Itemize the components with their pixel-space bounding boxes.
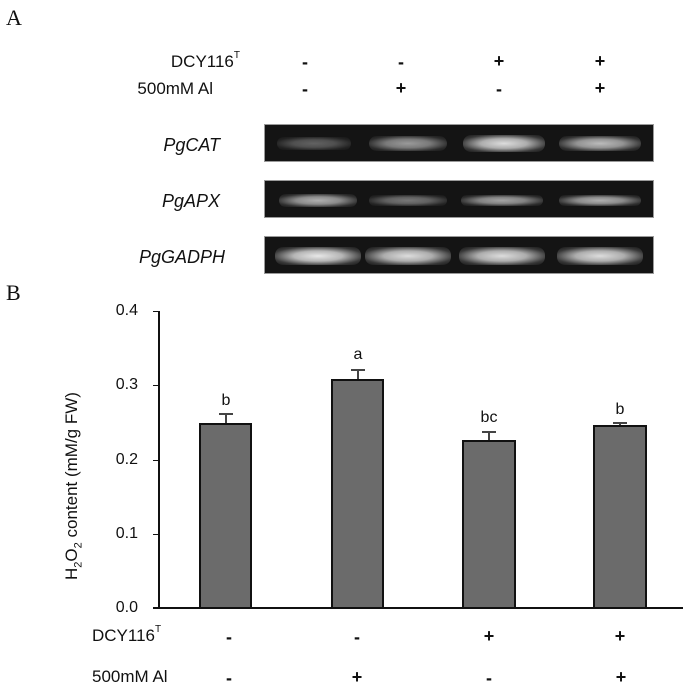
gel-band bbox=[459, 247, 545, 265]
panel-b-sign: - bbox=[226, 668, 232, 688]
gel-strip-pgapx bbox=[264, 180, 654, 218]
panel-b-sign: - bbox=[486, 668, 492, 688]
panel-a-condition-dcy116-label: DCY116T bbox=[170, 50, 240, 72]
gene-label-pgapx: PgAPX bbox=[161, 191, 220, 211]
panel-a-letter: A bbox=[6, 5, 22, 30]
gel-band bbox=[365, 247, 451, 265]
gel-band bbox=[369, 136, 447, 151]
bar-2 bbox=[331, 379, 384, 609]
ylabel-sub: 2 bbox=[72, 542, 85, 549]
gel-band bbox=[559, 195, 641, 206]
panel-a-sign: + bbox=[594, 78, 606, 98]
panel-b-sign: + bbox=[483, 626, 495, 646]
bar-4 bbox=[593, 425, 647, 609]
y-tick-label: 0.0 bbox=[115, 599, 138, 616]
panel-a-sign: + bbox=[395, 78, 407, 98]
panel-b-sign: + bbox=[615, 667, 627, 687]
x-axis bbox=[153, 607, 683, 609]
panel-b-condition-dcy116-label: DCY116T bbox=[92, 624, 162, 646]
gene-label-pgcat: PgCAT bbox=[163, 135, 220, 155]
y-axis bbox=[158, 311, 160, 609]
y-tick-label: 0.1 bbox=[115, 525, 138, 542]
gel-band bbox=[275, 247, 361, 265]
panel-a-sign: + bbox=[493, 51, 505, 71]
gel-band bbox=[463, 135, 545, 152]
error-bar-2 bbox=[357, 370, 359, 379]
error-bar-3 bbox=[488, 432, 490, 440]
gel-band bbox=[557, 247, 643, 265]
condition-superscript: T bbox=[155, 624, 162, 635]
condition-label-text: DCY116 bbox=[170, 52, 234, 71]
ylabel-part: O bbox=[62, 548, 81, 562]
bar-1 bbox=[199, 423, 252, 609]
panel-a-condition-al-label: 500mM Al bbox=[137, 79, 213, 98]
panel-a-sign: - bbox=[302, 79, 308, 99]
gel-band bbox=[559, 136, 641, 151]
bar-3 bbox=[462, 440, 516, 609]
ylabel-part: H bbox=[62, 567, 81, 580]
y-tick bbox=[153, 534, 159, 535]
error-cap-3 bbox=[482, 431, 496, 433]
significance-letter-1: b bbox=[221, 392, 231, 409]
panel-b-sign: - bbox=[354, 627, 360, 647]
y-tick-label: 0.4 bbox=[115, 302, 138, 319]
error-cap-4 bbox=[613, 422, 627, 424]
gene-label-pggadph: PgGADPH bbox=[138, 247, 225, 267]
y-tick bbox=[153, 385, 159, 386]
y-tick bbox=[153, 311, 159, 312]
panel-b-sign: + bbox=[614, 626, 626, 646]
gel-band bbox=[279, 194, 357, 207]
significance-letter-2: a bbox=[353, 346, 363, 363]
panel-b-sign: - bbox=[226, 627, 232, 647]
gel-strip-pgcat bbox=[264, 124, 654, 162]
ylabel-sub: 2 bbox=[72, 561, 85, 568]
significance-letter-3: bc bbox=[480, 409, 498, 426]
error-cap-1 bbox=[219, 413, 233, 415]
gel-band bbox=[277, 137, 351, 150]
panel-a-sign: - bbox=[302, 52, 308, 72]
y-tick-label: 0.3 bbox=[115, 376, 138, 393]
significance-letter-4: b bbox=[615, 401, 625, 418]
error-bar-1 bbox=[225, 414, 227, 423]
y-tick bbox=[153, 460, 159, 461]
ylabel-part: content (mM/g FW) bbox=[62, 392, 81, 543]
panel-a-sign: - bbox=[398, 52, 404, 72]
gel-band bbox=[461, 195, 543, 206]
panel-b-letter: B bbox=[6, 280, 21, 305]
condition-superscript: T bbox=[233, 50, 240, 61]
y-axis-label: H2O2 content (mM/g FW) bbox=[62, 392, 84, 580]
panel-a-sign: + bbox=[594, 51, 606, 71]
condition-label-text: DCY116 bbox=[92, 626, 155, 645]
gel-strip-pggadph bbox=[264, 236, 654, 274]
panel-b-condition-al-label: 500mM Al bbox=[92, 667, 168, 686]
y-tick-label: 0.2 bbox=[115, 451, 138, 468]
gel-band bbox=[369, 195, 447, 206]
error-cap-2 bbox=[351, 369, 365, 371]
panel-a-sign: - bbox=[496, 79, 502, 99]
panel-b-sign: + bbox=[351, 667, 363, 687]
